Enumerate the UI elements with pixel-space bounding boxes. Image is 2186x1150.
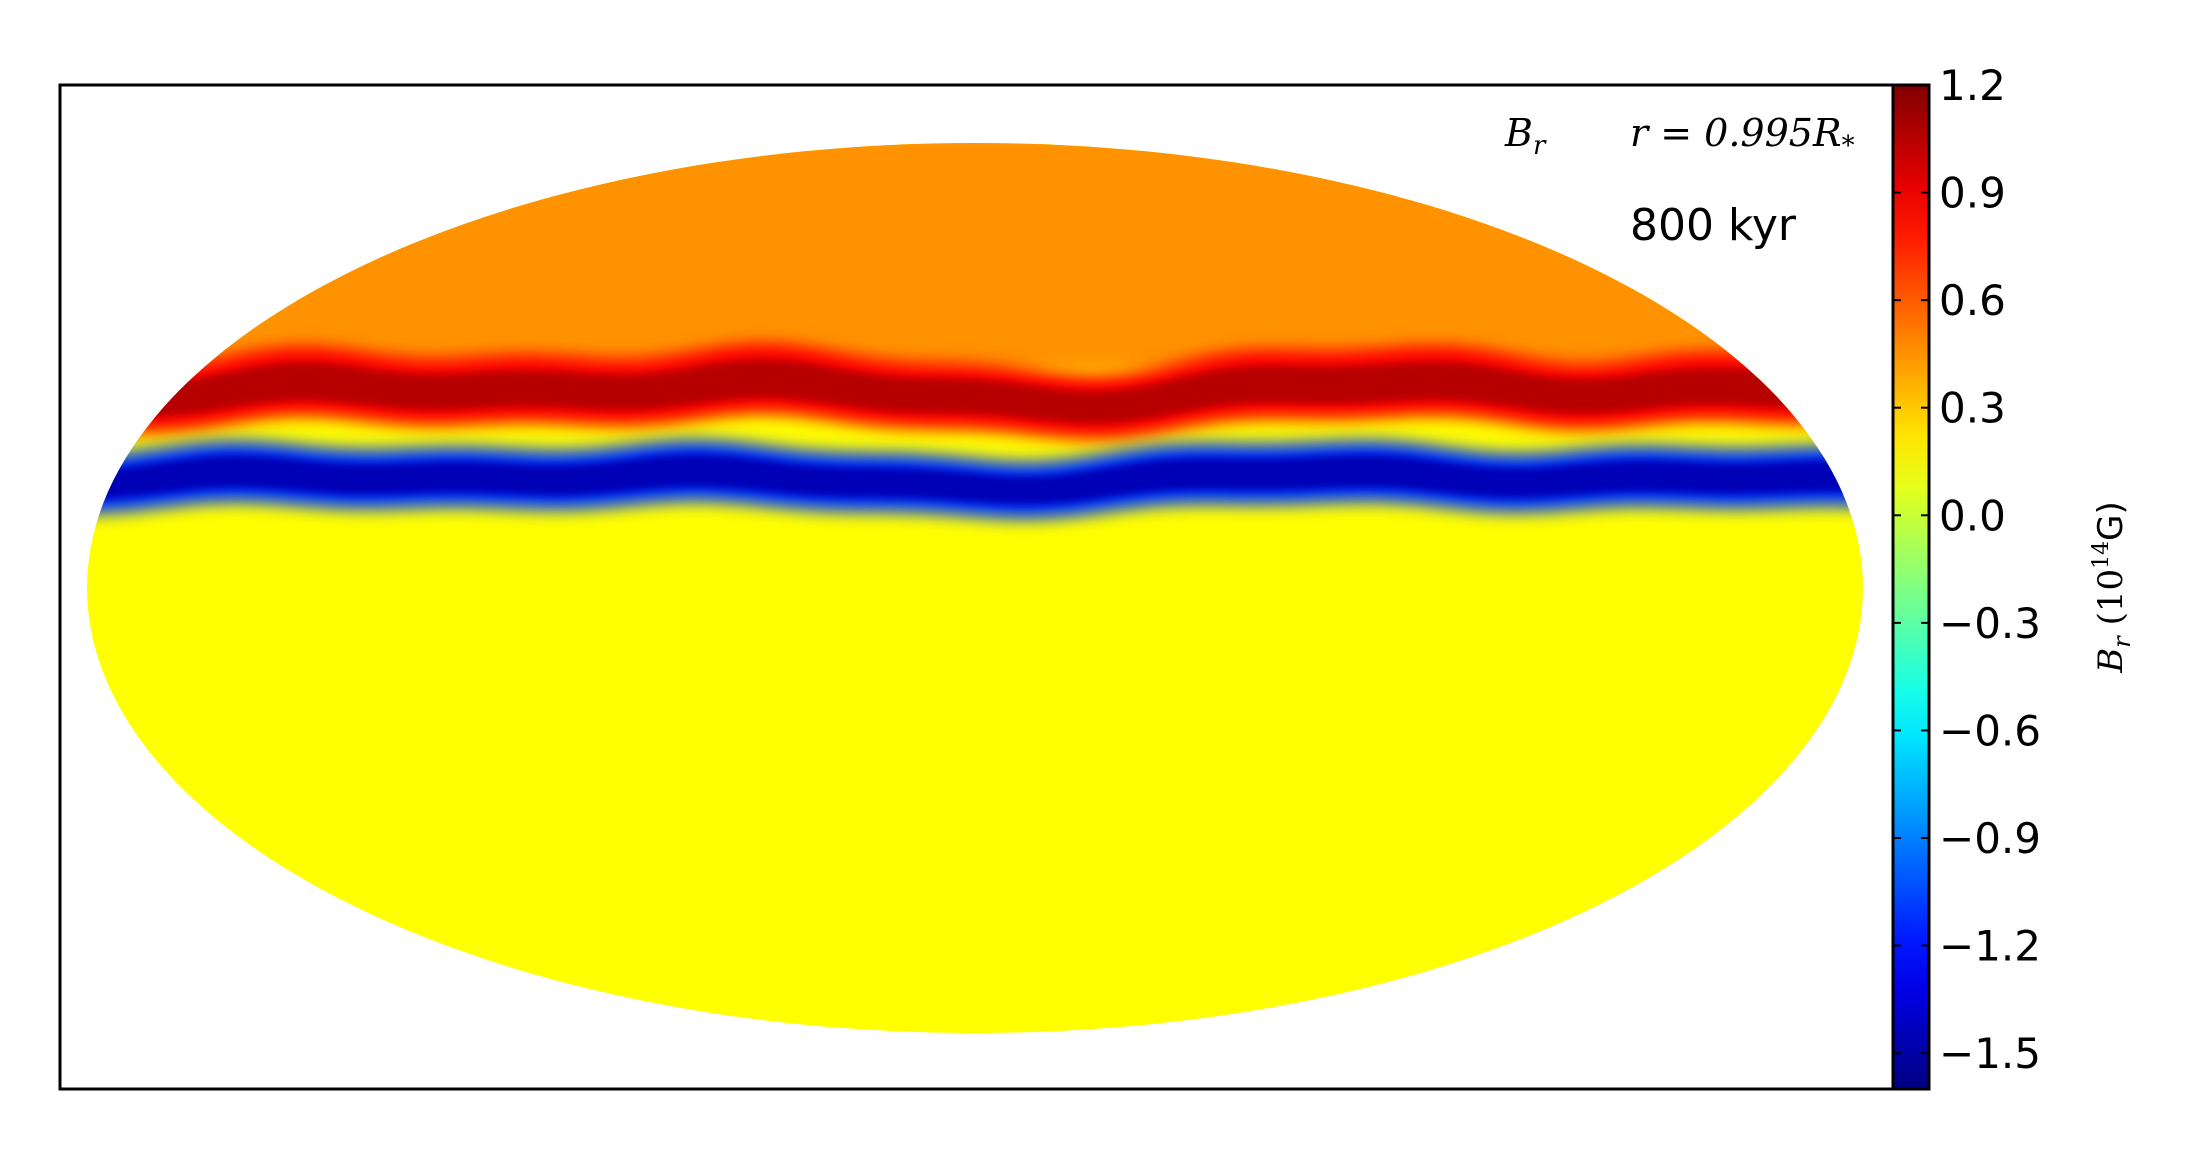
radius-subscript: * [1842,131,1855,161]
colorbar-label-subscript: r [2108,635,2136,648]
positive-flux-band-core [87,359,1863,424]
colorbar-ticks: 1.2 0.9 0.6 0.3 0.0 −0.3 −0.6 −0.9 −1.2 −1.5 [1893,61,2041,1078]
colorbar-tick-label: 0.0 [1939,491,2006,540]
colorbar-tick-label: −1.5 [1939,1029,2041,1078]
colorbar [1891,83,1931,1091]
mollweide-map [87,143,1863,1033]
colorbar-label-unit: (10 [2091,569,2131,636]
colorbar-label: Br (1014G) [2089,501,2136,673]
radius-label: r = 0.995R* [1630,111,1855,161]
quantity-label: Br [1504,111,1547,161]
colorbar-tick-label: 1.2 [1939,61,2006,110]
colorbar-tick-label: −0.3 [1939,599,2041,648]
colorbar-tick-label: −0.6 [1939,706,2041,755]
radius-text: r = 0.995R [1630,111,1842,155]
colorbar-label-exponent: 14 [2089,541,2114,569]
colorbar-tick-label: −1.2 [1939,922,2041,971]
quantity-subscript: r [1533,131,1547,161]
colorbar-tick-label: −0.9 [1939,814,2041,863]
quantity-symbol: B [1504,111,1533,155]
negative-flux-band-core [87,453,1863,506]
colorbar-tick-label: 0.6 [1939,276,2006,325]
colorbar-label-symbol: B [2091,648,2131,674]
colorbar-label-suffix: G) [2091,501,2131,541]
time-label: 800 kyr [1630,200,1797,251]
colorbar-tick-label: 0.3 [1939,384,2006,433]
colorbar-tick-label: 0.9 [1939,169,2006,218]
